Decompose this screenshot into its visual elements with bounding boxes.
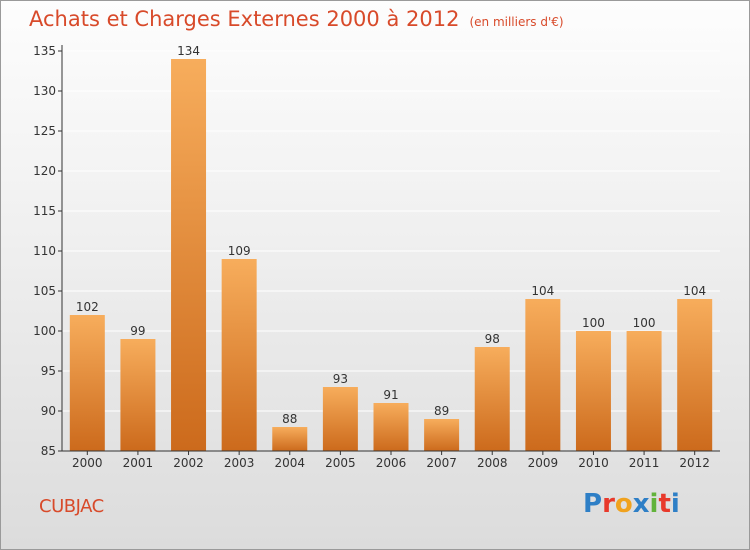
axis-layer: 85 90 95 100 105 110 115 120 125 130 135 2000 2001 20…: [33, 44, 720, 470]
x-tick-label: 2008: [477, 456, 508, 470]
y-tick-label: 105: [33, 284, 56, 298]
chart-title-unit: (en milliers d'€): [469, 15, 564, 29]
bar: [322, 387, 358, 451]
x-tick-label: 2011: [629, 456, 660, 470]
chart-title: Achats et Charges Externes 2000 à 2012 (e…: [29, 7, 564, 31]
bar-value-label: 89: [434, 404, 449, 418]
bar: [575, 331, 611, 451]
x-tick-label: 2002: [173, 456, 204, 470]
bar-value-label: 100: [582, 316, 605, 330]
bar-value-label: 93: [333, 372, 348, 386]
logo-letter: i: [670, 489, 680, 519]
chart-title-text: Achats et Charges Externes 2000 à 2012: [29, 7, 460, 31]
x-tick-label: 2001: [123, 456, 154, 470]
bar: [272, 427, 308, 451]
x-tick-label: 2006: [376, 456, 407, 470]
x-tick-label: 2003: [224, 456, 255, 470]
y-tick-label: 135: [33, 44, 56, 58]
y-tick-label: 120: [33, 164, 56, 178]
logo-letter: x: [632, 489, 650, 519]
bar: [525, 299, 561, 451]
y-tick-label: 115: [33, 204, 56, 218]
logo-letter: r: [602, 489, 615, 519]
bar-value-label: 134: [177, 44, 200, 58]
y-tick-label: 125: [33, 124, 56, 138]
y-tick-label: 100: [33, 324, 56, 338]
bar-value-label: 99: [130, 324, 145, 338]
x-tick-label: 2005: [325, 456, 356, 470]
y-tick-label: 85: [41, 444, 56, 458]
x-tick-label: 2010: [578, 456, 609, 470]
x-tick-label: 2007: [426, 456, 457, 470]
bar: [221, 259, 257, 451]
bar-layer: 102 99 134 109 88 93 91 89 98 104 100 100 104: [69, 44, 713, 451]
y-tick-label: 95: [41, 364, 56, 378]
bar: [171, 59, 207, 451]
y-tick-label: 110: [33, 244, 56, 258]
bar: [69, 315, 105, 451]
bar: [424, 419, 460, 451]
x-tick-label: 2009: [528, 456, 559, 470]
y-tick-label: 90: [41, 404, 56, 418]
place-name: CUBJAC: [39, 496, 104, 517]
bar-value-label: 109: [228, 244, 251, 258]
grid-layer: [62, 50, 720, 412]
x-tick-label: 2004: [274, 456, 305, 470]
bar: [474, 347, 510, 451]
logo-letter: t: [658, 489, 671, 519]
proxiti-logo[interactable]: Proxiti: [583, 489, 680, 519]
x-tick-label: 2012: [679, 456, 710, 470]
bar-value-label: 102: [76, 300, 99, 314]
bar: [626, 331, 662, 451]
logo-letter: o: [614, 489, 633, 519]
bar-value-label: 98: [485, 332, 500, 346]
bar: [373, 403, 409, 451]
y-tick-label: 130: [33, 84, 56, 98]
logo-letter: P: [583, 489, 603, 519]
bar-value-label: 91: [383, 388, 398, 402]
x-tick-label: 2000: [72, 456, 103, 470]
logo-letter: i: [649, 489, 659, 519]
bar-value-label: 100: [633, 316, 656, 330]
bar: [120, 339, 156, 451]
bar-value-label: 104: [531, 284, 554, 298]
bar: [677, 299, 713, 451]
bar-value-label: 88: [282, 412, 297, 426]
bar-value-label: 104: [683, 284, 706, 298]
